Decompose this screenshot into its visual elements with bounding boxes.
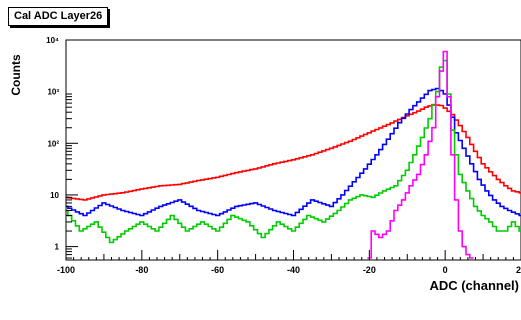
series-line-2 <box>66 87 521 217</box>
y-axis-label: Counts <box>9 54 23 96</box>
series-line-4 <box>367 50 474 259</box>
y-tick-label: 10⁴ <box>46 36 59 45</box>
x-axis-label: ADC (channel) <box>429 278 519 293</box>
x-tick-label: -40 <box>287 265 300 275</box>
x-axis: -100 -80 -60 -40 -20 0 20 <box>57 250 521 275</box>
y-tick-label: 1 <box>55 243 60 252</box>
x-tick-label: 20 <box>516 265 521 275</box>
x-tick-label: -80 <box>135 265 148 275</box>
y-axis: 1 10 10² 10³ 10⁴ <box>46 36 78 259</box>
x-tick-label: 0 <box>443 265 448 275</box>
y-tick-label: 10 <box>50 191 59 200</box>
y-tick-label: 10³ <box>47 88 59 97</box>
x-tick-label: -60 <box>211 265 224 275</box>
x-tick-label: -100 <box>57 265 75 275</box>
series-line-1 <box>66 103 521 201</box>
x-tick-label: -20 <box>363 265 376 275</box>
y-tick-label: 10² <box>47 139 59 148</box>
series-layer <box>66 50 521 259</box>
chart-title: Cal ADC Layer26 <box>8 7 109 26</box>
